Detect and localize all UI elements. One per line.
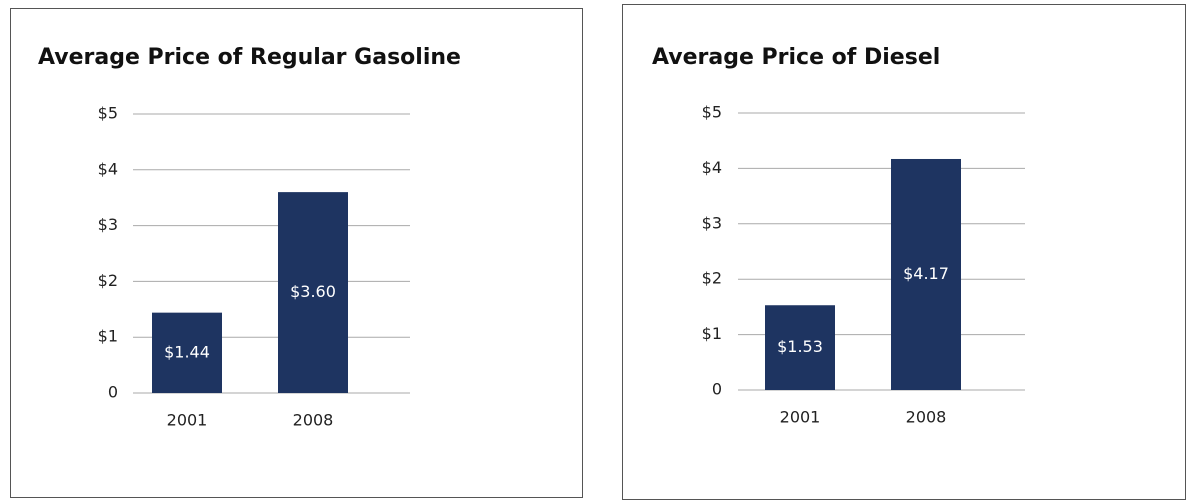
x-tick-label: 2008 xyxy=(906,408,947,427)
bar xyxy=(765,305,835,390)
x-tick-label: 2001 xyxy=(167,411,208,430)
data-label: $4.17 xyxy=(903,264,949,283)
y-tick-label: $2 xyxy=(702,269,722,288)
data-label: $1.44 xyxy=(164,342,210,361)
y-tick-label: $5 xyxy=(702,103,722,122)
y-tick-label: $2 xyxy=(98,271,118,290)
panel xyxy=(622,4,1186,500)
data-label: $3.60 xyxy=(290,282,336,301)
x-tick-label: 2008 xyxy=(293,411,334,430)
y-tick-label: $1 xyxy=(98,327,118,346)
x-tick-label: 2001 xyxy=(780,408,821,427)
y-tick-label: $3 xyxy=(98,215,118,234)
bar xyxy=(152,312,222,393)
y-tick-label: $3 xyxy=(702,213,722,232)
y-tick-label: 0 xyxy=(108,383,118,402)
panel xyxy=(10,8,583,498)
y-tick-label: $1 xyxy=(702,324,722,343)
y-tick-label: $4 xyxy=(702,158,722,177)
data-label: $1.53 xyxy=(777,337,823,356)
y-tick-label: $4 xyxy=(98,159,118,178)
y-tick-label: $5 xyxy=(98,104,118,123)
bar xyxy=(278,192,348,393)
y-tick-label: 0 xyxy=(712,380,722,399)
chart-title: Average Price of Diesel xyxy=(652,45,940,70)
chart-title: Average Price of Regular Gasoline xyxy=(38,45,461,70)
bar xyxy=(891,158,961,390)
